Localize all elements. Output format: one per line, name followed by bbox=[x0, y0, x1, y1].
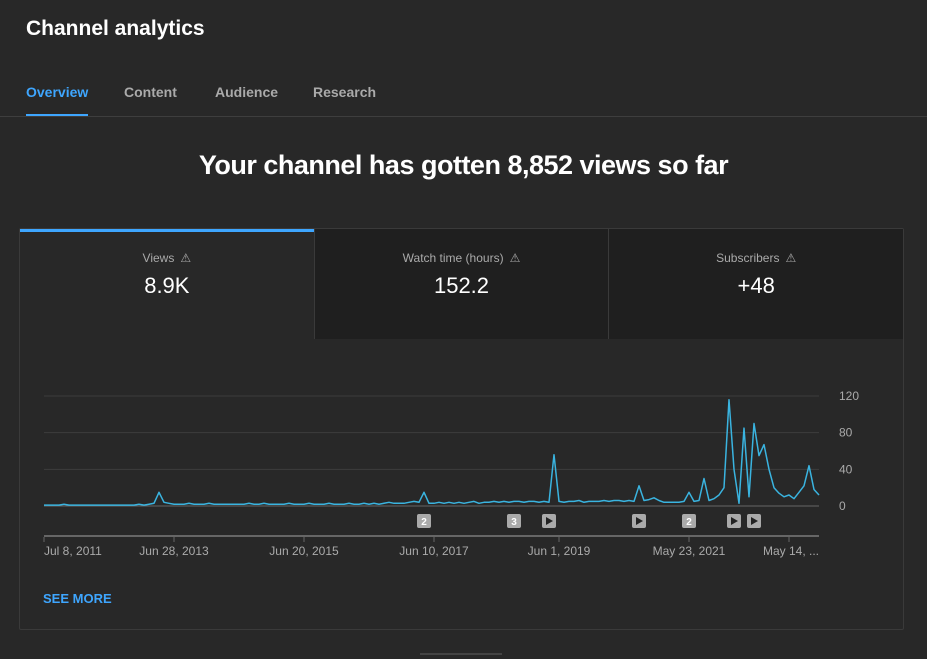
play-icon bbox=[546, 517, 553, 525]
y-tick-label: 80 bbox=[839, 426, 853, 440]
views-chart: 0 40 80 120 2 3 2 Jul 8, 2011 Jun 28, 2013 Jun 20… bbox=[43, 389, 859, 558]
scroll-handle bbox=[420, 653, 502, 655]
views-headline: Your channel has gotten 8,852 views so f… bbox=[198, 150, 729, 180]
x-tick-label: Jun 20, 2015 bbox=[269, 544, 339, 558]
x-tick-label: Jun 28, 2013 bbox=[139, 544, 209, 558]
metric-value: 8.9K bbox=[144, 273, 190, 298]
metric-label: Watch time (hours) bbox=[402, 251, 504, 265]
warning-icon: ⚠ bbox=[180, 251, 192, 265]
see-more-link[interactable]: SEE MORE bbox=[43, 591, 112, 606]
tab-content[interactable]: Content bbox=[124, 84, 177, 100]
warning-icon: ⚠ bbox=[509, 251, 521, 265]
page-title: Channel analytics bbox=[26, 17, 205, 40]
metric-views[interactable]: Views ⚠ 8.9K bbox=[20, 229, 314, 339]
marker-count: 2 bbox=[686, 517, 692, 528]
metric-subscribers[interactable]: Subscribers ⚠ +48 bbox=[608, 229, 904, 339]
warning-icon: ⚠ bbox=[785, 251, 797, 265]
tab-overview[interactable]: Overview bbox=[26, 84, 89, 116]
analytics-card: Views ⚠ 8.9K Watch time (hours) ⚠ 152.2 Su… bbox=[19, 228, 904, 630]
y-tick-label: 0 bbox=[839, 499, 846, 513]
video-marker bbox=[417, 514, 431, 528]
x-tick-label: Jul 8, 2011 bbox=[44, 544, 102, 558]
tab-bar: Overview Content Audience Research bbox=[0, 74, 927, 117]
metric-label: Views bbox=[142, 251, 175, 265]
tab-audience[interactable]: Audience bbox=[215, 84, 279, 100]
marker-count: 2 bbox=[421, 517, 427, 528]
metric-value: 152.2 bbox=[433, 273, 490, 298]
metric-value: +48 bbox=[737, 273, 775, 298]
marker-count: 3 bbox=[511, 517, 517, 528]
video-marker bbox=[507, 514, 521, 528]
y-tick-label: 120 bbox=[839, 389, 859, 403]
tab-research[interactable]: Research bbox=[313, 84, 377, 100]
play-icon bbox=[731, 517, 738, 525]
views-series-line bbox=[44, 398, 820, 506]
play-icon bbox=[636, 517, 643, 525]
x-tick-label: May 23, 2021 bbox=[653, 544, 726, 558]
video-marker bbox=[682, 514, 696, 528]
x-tick-label: Jun 1, 2019 bbox=[528, 544, 591, 558]
play-icon bbox=[751, 517, 758, 525]
metric-watch-time[interactable]: Watch time (hours) ⚠ 152.2 bbox=[313, 229, 609, 339]
metric-label: Subscribers bbox=[716, 251, 780, 265]
y-tick-label: 40 bbox=[839, 462, 853, 476]
x-tick-label: Jun 10, 2017 bbox=[399, 544, 469, 558]
x-tick-label: May 14, ... bbox=[763, 544, 819, 558]
